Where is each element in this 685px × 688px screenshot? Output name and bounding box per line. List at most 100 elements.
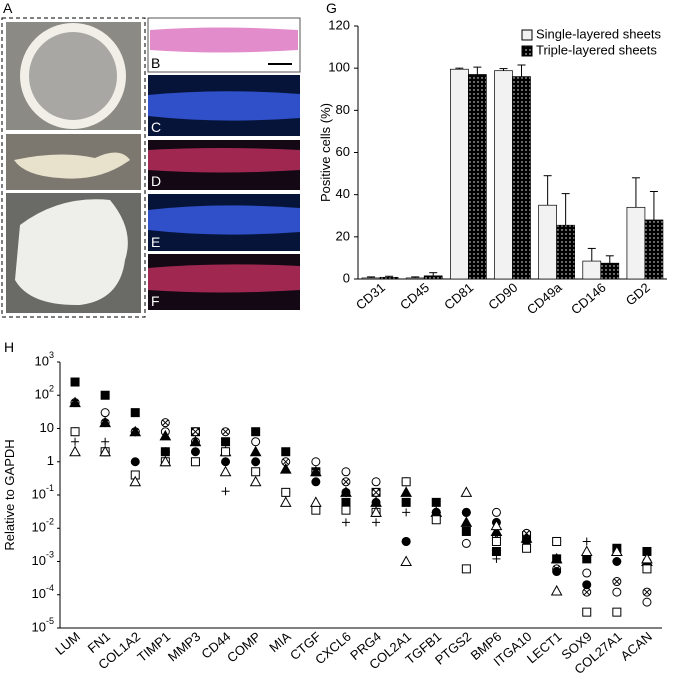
marker (611, 545, 623, 556)
x-tick-label: CD45 (397, 280, 432, 313)
y-tick-label: 103 (35, 350, 54, 368)
marker (460, 516, 473, 527)
marker (460, 486, 473, 497)
tissue-band (150, 27, 298, 53)
panel-a-frame (1, 17, 146, 318)
marker (372, 518, 381, 527)
marker (491, 507, 501, 517)
marker (612, 607, 622, 617)
marker (251, 467, 261, 477)
marker (491, 546, 501, 556)
tissue-band (148, 264, 300, 293)
bar (468, 74, 487, 280)
marker (642, 587, 652, 597)
bar (538, 204, 557, 280)
x-tick-label: TIMP1 (134, 629, 173, 665)
marker (221, 457, 231, 467)
marker (491, 536, 501, 546)
marker (281, 447, 291, 457)
marker (371, 477, 381, 487)
y-tick-exponent: -5 (46, 616, 54, 626)
marker (400, 486, 412, 497)
marker (341, 518, 350, 527)
marker (70, 377, 80, 387)
marker (159, 429, 172, 441)
marker (279, 496, 292, 507)
marker (401, 497, 411, 507)
marker (490, 519, 503, 531)
marker (101, 437, 110, 446)
marker (251, 437, 261, 447)
marker (612, 557, 622, 566)
x-tick-label: MMP3 (165, 629, 203, 665)
marker (310, 465, 322, 477)
bar (423, 275, 443, 280)
marker (160, 447, 170, 457)
marker (281, 487, 291, 497)
panel-label: D (151, 173, 161, 189)
marker (552, 536, 562, 546)
panel-label: B (151, 55, 160, 71)
marker (221, 487, 230, 496)
marker (69, 445, 81, 457)
marker (402, 508, 411, 517)
y-tick-exponent: -2 (46, 517, 54, 527)
marker (70, 427, 80, 437)
tissue-band (148, 91, 300, 121)
y-tick-label: 80 (336, 102, 350, 117)
y-tick-exponent: -3 (46, 550, 54, 560)
marker (341, 505, 351, 515)
marker (190, 447, 200, 457)
marker (249, 475, 262, 487)
marker (159, 455, 172, 467)
marker (461, 538, 471, 548)
marker (99, 416, 111, 428)
marker (612, 587, 622, 597)
marker (552, 567, 562, 577)
bar (405, 277, 425, 280)
bar (361, 277, 381, 280)
marker (221, 427, 231, 437)
marker (310, 496, 322, 507)
marker (129, 425, 142, 437)
y-tick-label: 0 (343, 270, 350, 285)
marker (100, 390, 110, 400)
marker (341, 467, 351, 477)
panel-label: G (326, 0, 337, 16)
y-tick-label: 10-2 (32, 517, 54, 535)
marker (130, 408, 140, 418)
marker (582, 554, 592, 564)
marker (341, 497, 351, 507)
y-tick-label: 120 (328, 17, 350, 32)
y-tick-label: 10 (40, 420, 54, 435)
marker (251, 427, 261, 437)
marker (251, 457, 261, 467)
y-tick-label: 1 (47, 453, 54, 468)
photo-sheet (15, 199, 128, 306)
marker (160, 418, 170, 428)
tissue-band (148, 148, 300, 173)
marker (100, 408, 110, 418)
marker (582, 587, 592, 597)
panel-label: A (3, 0, 13, 16)
marker (461, 526, 471, 536)
marker (219, 465, 232, 477)
marker (642, 597, 652, 607)
legend-label: Triple-layered sheets (536, 42, 657, 57)
marker (582, 568, 592, 578)
marker (550, 584, 563, 596)
y-tick-exponent: 3 (49, 350, 54, 360)
x-tick-label: COMP (224, 629, 264, 666)
marker (341, 477, 351, 487)
marker (431, 515, 441, 525)
panel-label: F (151, 293, 160, 309)
marker (281, 457, 291, 467)
panel-label: C (151, 119, 161, 135)
marker (582, 607, 592, 617)
marker (431, 497, 441, 507)
y-tick-exponent: -4 (46, 583, 54, 593)
marker (400, 555, 412, 566)
marker (522, 543, 532, 553)
bar (494, 70, 513, 280)
